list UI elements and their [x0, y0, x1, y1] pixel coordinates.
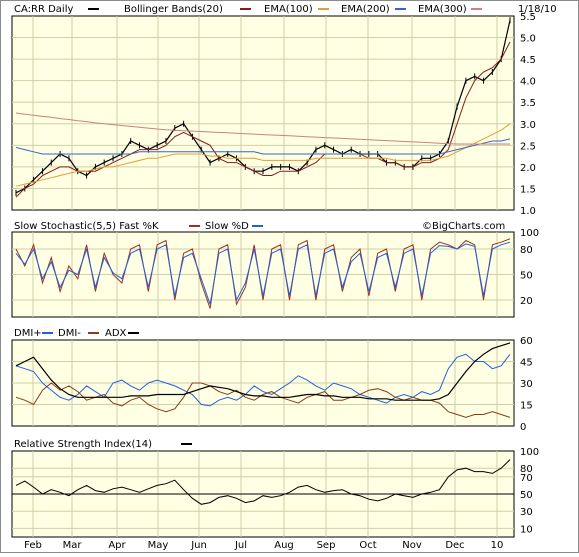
rsi-ytick-2: 50: [520, 490, 533, 501]
price-ytick-7: 4.5: [520, 55, 536, 66]
ema300-legend-swatch: [471, 8, 482, 10]
stoch-ytick-1: 50: [520, 271, 533, 282]
month-label-4: Jun: [190, 540, 207, 551]
month-label-10: Dec: [445, 540, 464, 551]
dmi-series-adx: [15, 342, 511, 401]
price-ytick-0: 1.0: [520, 206, 536, 217]
rsi-ytick-5: 100: [520, 447, 539, 458]
date-label: 1/18/10: [518, 4, 557, 15]
ema100-legend-swatch: [318, 8, 329, 10]
dmi-minus-swatch: [88, 332, 99, 334]
month-label-6: Aug: [274, 540, 294, 551]
price-ytick-2: 2.0: [520, 163, 536, 174]
dmi-minus-label: DMI-: [58, 328, 81, 339]
symbol-label: CA:RR Daily: [14, 4, 73, 15]
ema300-label: EMA(300): [418, 4, 467, 15]
dmi-plus-label: DMI+: [14, 328, 42, 339]
month-label-5: Jul: [234, 540, 247, 551]
price-series-bollinger: [15, 41, 511, 198]
price-panel: 1.0 1.5 2.0 2.5 3.0 3.5 4.0 4.5 5.0 5.5 CA:RR Dai…: [11, 4, 557, 217]
dmi-ytick-4: 60: [520, 336, 533, 347]
price-ytick-4: 3.0: [520, 120, 536, 131]
stochastic-slow-label: Slow %D: [205, 221, 249, 232]
dmi-plus-swatch: [42, 332, 53, 334]
ema200-label: EMA(200): [341, 4, 390, 15]
dmi-series-dmi_plus: [15, 353, 511, 407]
rsi-ytick-4: 80: [520, 464, 533, 475]
adx-label: ADX: [105, 328, 127, 339]
dmi-ytick-0: 0: [520, 422, 526, 433]
price-ytick-3: 2.5: [520, 141, 536, 152]
price-series-ema200: [15, 138, 511, 155]
stoch-ytick-2: 80: [520, 245, 533, 256]
month-label-2: Apr: [108, 540, 126, 551]
stochastic-panel: 20 50 80 100 Slow Stochastic(5,5) Fast %K S…: [11, 221, 539, 318]
stoch-slow-swatch: [252, 225, 263, 227]
stochastic-title: Slow Stochastic(5,5) Fast %K: [14, 221, 159, 232]
dmi-ytick-1: 15: [520, 401, 533, 412]
dmi-panel: 0 15 30 45 60 DMI+ DMI- ADX: [11, 328, 533, 433]
price-series-ema300: [15, 112, 510, 145]
stoch-ytick-3: 100: [520, 228, 539, 239]
rsi-swatch: [181, 443, 192, 445]
rsi-title: Relative Strength Index(14): [14, 439, 152, 450]
price-series-ema100: [15, 123, 511, 187]
month-label-3: May: [148, 540, 169, 551]
dmi-ytick-3: 45: [520, 358, 533, 369]
stoch-ytick-0: 20: [520, 296, 533, 307]
price-ytick-9: 5.5: [520, 12, 536, 23]
dmi-ytick-2: 30: [520, 379, 533, 390]
month-label-0: Feb: [24, 540, 42, 551]
stoch-series-stoch_slow: [15, 241, 511, 305]
adx-swatch: [128, 332, 139, 334]
price-ytick-5: 3.5: [520, 98, 536, 109]
rsi-ytick-3: 70: [520, 473, 533, 484]
watermark: ©BigCharts.com: [422, 221, 505, 232]
price-legend-swatch: [88, 8, 99, 10]
rsi-series-rsi: [15, 459, 511, 505]
rsi-ytick-1: 30: [520, 507, 533, 518]
ema200-legend-swatch: [395, 8, 406, 10]
stoch-fast-swatch: [189, 225, 200, 227]
month-label-11: 10: [491, 540, 504, 551]
price-ytick-1: 1.5: [520, 184, 536, 195]
bollinger-label: Bollinger Bands(20): [124, 4, 223, 15]
month-axis: Feb Mar Apr May Jun Jul Aug Sep Oct Nov Dec 10: [24, 540, 503, 551]
price-ytick-6: 4.0: [520, 77, 536, 88]
month-label-9: Nov: [402, 540, 422, 551]
month-label-8: Oct: [359, 540, 376, 551]
bollinger-legend-swatch: [240, 8, 251, 10]
ema100-label: EMA(100): [264, 4, 313, 15]
price-plot-area: [11, 15, 515, 211]
price-ytick-8: 5.0: [520, 34, 536, 45]
month-label-1: Mar: [63, 540, 83, 551]
month-label-7: Sep: [317, 540, 336, 551]
rsi-ytick-0: 10: [520, 524, 533, 535]
